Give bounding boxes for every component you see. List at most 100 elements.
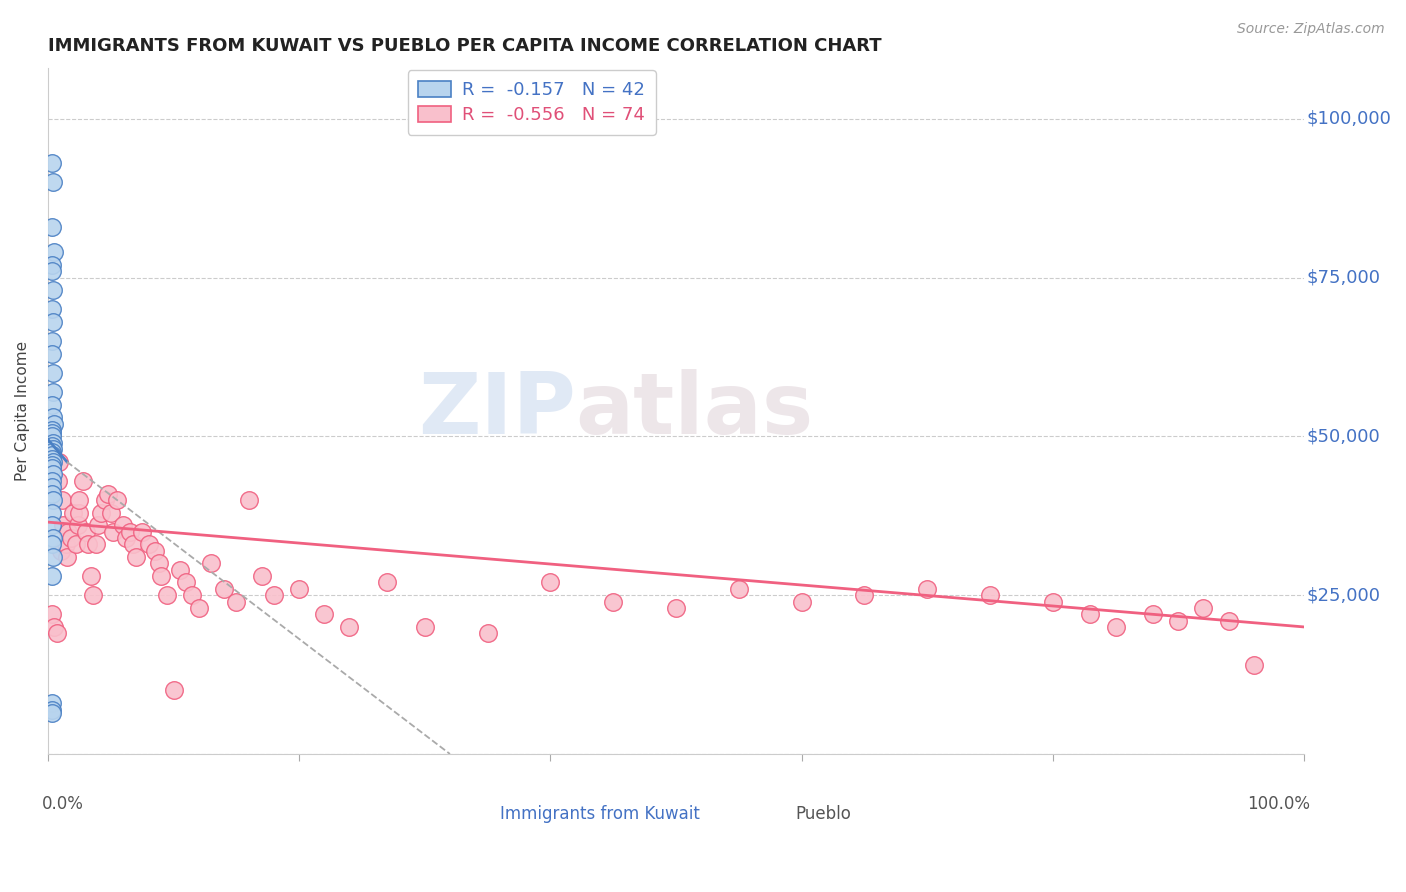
Point [84,537,107,551]
Point [853,588,876,602]
Point [42,550,65,565]
Point [42,384,65,399]
Point [118,524,141,539]
Point [41,506,63,520]
Point [1192,600,1215,615]
Point [103,524,125,539]
Point [69,492,91,507]
Point [138,537,160,551]
Point [41,429,63,443]
Point [41,706,63,720]
Y-axis label: Per Capita Income: Per Capita Income [15,341,30,481]
Point [41,702,63,716]
Point [44,417,66,431]
Text: Source: ZipAtlas.com: Source: ZipAtlas.com [1237,22,1385,37]
Point [1142,607,1164,622]
Point [41,219,63,234]
Point [41,398,63,412]
Point [51,492,73,507]
Text: Pueblo: Pueblo [796,805,851,823]
Point [42,442,65,456]
Point [41,569,63,583]
Point [45,626,67,640]
Point [42,366,65,380]
Point [56,550,79,565]
Point [1218,614,1240,628]
Point [42,435,65,450]
Point [72,474,94,488]
Point [48,455,70,469]
Point [115,531,138,545]
Text: atlas: atlas [575,369,814,452]
Point [90,506,112,520]
Point [80,569,103,583]
Point [163,683,186,698]
Point [100,506,122,520]
Point [42,455,65,469]
Point [41,334,63,348]
Point [42,410,65,425]
Point [65,537,87,551]
Point [41,258,63,272]
Point [538,575,561,590]
Point [93,492,115,507]
Point [49,543,72,558]
Point [105,492,128,507]
Point [42,315,65,329]
Point [41,156,63,170]
Point [979,588,1001,602]
Point [41,537,63,551]
Point [69,506,91,520]
Point [288,582,311,596]
Point [169,563,191,577]
Point [181,588,204,602]
Point [42,492,65,507]
Point [187,600,209,615]
Text: Immigrants from Kuwait: Immigrants from Kuwait [501,805,700,823]
Text: $75,000: $75,000 [1306,268,1381,286]
Point [602,594,624,608]
Point [44,245,66,260]
Point [125,550,148,565]
Point [238,492,260,507]
Text: 0.0%: 0.0% [42,795,83,814]
Text: 100.0%: 100.0% [1247,795,1310,814]
Point [75,524,97,539]
Point [82,588,104,602]
Point [1042,594,1064,608]
Point [122,537,145,551]
Point [56,524,79,539]
Point [148,557,170,571]
Point [46,474,69,488]
Point [55,537,77,551]
Point [97,486,120,500]
Point [1167,614,1189,628]
Point [727,582,749,596]
Text: ZIP: ZIP [418,369,575,452]
Point [225,594,247,608]
Point [174,575,197,590]
Point [41,347,63,361]
Point [87,518,110,533]
Point [44,620,66,634]
Point [263,588,285,602]
Point [41,458,63,472]
Point [67,518,90,533]
Point [41,426,63,441]
Legend: R =  -0.157   N = 42, R =  -0.556   N = 74: R = -0.157 N = 42, R = -0.556 N = 74 [408,70,655,135]
Point [42,175,65,189]
Point [200,557,222,571]
Point [41,696,63,710]
Point [413,620,436,634]
Point [212,582,235,596]
Point [42,531,65,545]
Point [41,518,63,533]
Point [665,600,688,615]
Point [41,486,63,500]
Point [915,582,938,596]
Point [1243,658,1265,673]
Text: $100,000: $100,000 [1306,110,1392,128]
Point [41,451,63,466]
Point [41,423,63,437]
Point [41,461,63,475]
